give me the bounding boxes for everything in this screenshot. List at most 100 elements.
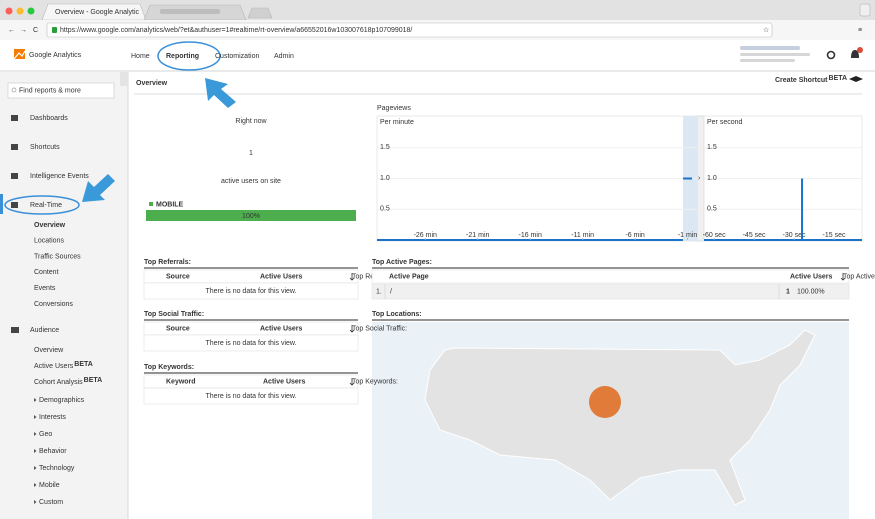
sidebar-item[interactable]: Shortcuts [30,144,60,151]
sidebar-subitem[interactable]: Behavior [39,448,67,455]
collapse-button[interactable] [120,72,128,86]
ga-header [0,40,875,71]
y-tick-label: 1.0 [707,175,717,182]
y-tick-label: 0.5 [707,206,717,213]
table-row [371,283,850,300]
x-tick-label: -16 min [519,232,542,239]
sidebar-subitem[interactable]: Overview [34,222,66,229]
sidebar-subitem[interactable]: Overview [34,347,64,354]
sidebar-subitem[interactable]: Traffic Sources [34,253,81,260]
column-header[interactable]: Active Users [263,378,306,385]
nav-icon [11,173,18,179]
blurred-account [740,46,800,50]
annotation-arrow [205,78,236,108]
table-cell: 1 [786,288,790,295]
sidebar-subitem[interactable]: Content [34,269,59,276]
empty-message: There is no data for this view. [205,340,296,347]
sidebar-subitem[interactable]: Interests [39,414,66,421]
sidebar-subitem[interactable]: Cohort Analysis [34,379,83,386]
device-share-bar [146,210,356,221]
settings-icon[interactable] [826,50,836,60]
table-cell[interactable]: / [390,288,392,295]
sidebar-subitem[interactable]: Active Users [34,363,74,370]
back-button[interactable]: ← [8,27,15,34]
location-marker[interactable] [589,386,621,418]
create-shortcut[interactable]: Create Shortcut [775,77,828,84]
empty-message: There is no data for this view. [205,393,296,400]
sidebar-subitem[interactable]: Locations [34,238,64,245]
sidebar-subitem[interactable]: Custom [39,499,63,506]
nav-icon [11,115,18,121]
nav-link[interactable]: Admin [274,53,294,60]
shortcut-icon[interactable] [849,76,863,82]
sidebar-subitem[interactable]: Events [34,285,56,292]
bookmark-star[interactable]: ☆ [763,26,769,34]
sidebar-subitem[interactable]: Technology [39,465,75,472]
expand-arrow [34,415,37,419]
column-header[interactable]: Active Users [260,273,303,280]
sidebar-item[interactable]: Real-Time [30,202,62,209]
table-cell: 1. [376,288,382,295]
blurred-account [740,53,810,56]
column-header[interactable]: Source [166,273,190,280]
forward-button[interactable]: → [20,27,27,34]
search-box[interactable] [7,82,115,99]
sidebar-subitem[interactable]: Demographics [39,397,85,404]
reload-button[interactable]: C [33,27,38,34]
address-bar[interactable] [46,22,773,38]
chart-title: Pageviews [377,105,411,112]
sidebar-subitem[interactable]: Mobile [39,482,60,489]
annotation-arrow [82,174,115,202]
zoom-button[interactable] [27,7,35,15]
search-placeholder: Find reports & more [19,87,81,94]
chart-subtitle: Per minute [380,119,414,126]
nav-link[interactable]: Home [131,53,150,60]
blurred-tab-title [160,9,220,14]
column-header[interactable]: Active Users [260,325,303,332]
beta-badge: BETA [829,75,848,82]
expand-arrow [34,432,37,436]
sidebar [0,72,128,519]
sidebar-item[interactable]: Audience [30,327,59,334]
column-header[interactable]: Keyword [166,378,196,385]
column-header[interactable]: Active Users [790,273,833,280]
table-row [143,282,359,300]
sidebar-item[interactable]: Dashboards [30,115,68,122]
device-label: MOBILE [156,201,184,208]
table-title: Top Referrals: [144,259,191,266]
table-title: Top Locations: [372,311,422,318]
notification-badge [857,47,863,53]
x-tick-label: -30 sec [783,232,806,239]
empty-message: There is no data for this view. [205,288,296,295]
x-tick-label: -1 min [678,232,698,239]
nav-link[interactable]: Customization [215,53,259,60]
chart-subtitle: Per second [707,119,743,126]
sort-icon[interactable] [349,325,355,333]
column-header[interactable]: Source [166,325,190,332]
sidebar-subitem[interactable]: Conversions [34,301,73,308]
menu-button[interactable]: ≡ [858,27,862,34]
sort-arrow: Top Social Traffic: [352,325,407,332]
column-header[interactable]: Active Page [389,273,429,280]
search-icon [11,87,17,93]
minimize-button[interactable] [16,7,24,15]
sidebar-item[interactable]: Intelligence Events [30,173,89,180]
notification-icon[interactable] [851,50,859,58]
sort-icon[interactable] [349,273,355,281]
sidebar-subitem[interactable]: Geo [39,431,52,438]
expand-arrow [34,500,37,504]
nav-link[interactable]: Reporting [166,53,199,60]
page-title: Overview [136,80,168,87]
logo-text: Google Analytics [29,52,82,59]
sort-icon[interactable] [349,378,355,386]
device-swatch [149,202,153,206]
tab-title[interactable]: Overview - Google Analytic [55,9,140,16]
x-tick-label: -45 sec [743,232,766,239]
sort-icon[interactable] [840,273,846,281]
beta-badge: BETA [74,361,93,368]
profile-button[interactable] [859,3,871,17]
sort-arrow: Top Active Pages: [843,273,875,280]
new-tab[interactable] [247,7,273,19]
close-button[interactable] [5,7,13,15]
